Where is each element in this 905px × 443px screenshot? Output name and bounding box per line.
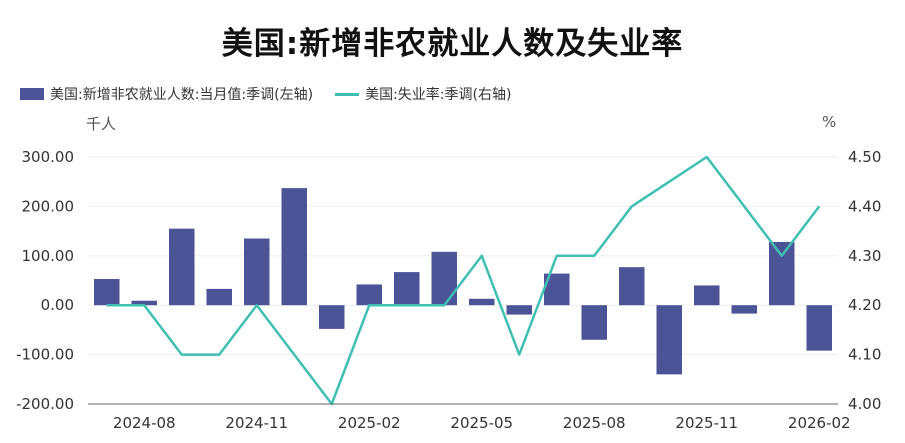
x-tick-label: 2025-02 xyxy=(338,414,401,432)
left-axis-unit: 千人 xyxy=(86,115,117,133)
bar xyxy=(694,285,720,306)
x-tick-label: 2025-11 xyxy=(675,414,738,432)
right-tick-label: 4.50 xyxy=(848,148,881,166)
left-tick-label: 200.00 xyxy=(22,197,75,215)
bar xyxy=(731,305,757,314)
bar xyxy=(469,298,495,306)
legend-label-payrolls: 美国:新增非农就业人数:当月值:季调(左轴) xyxy=(50,87,314,103)
legend-label-unemployment: 美国:失业率:季调(右轴) xyxy=(365,87,512,103)
right-tick-label: 4.10 xyxy=(848,346,881,364)
right-tick-label: 4.40 xyxy=(848,197,881,215)
bar xyxy=(769,241,795,306)
right-axis-unit: % xyxy=(822,113,837,131)
bar xyxy=(394,272,420,306)
left-tick-label: -200.00 xyxy=(16,395,74,413)
bar xyxy=(131,300,157,306)
bar xyxy=(356,284,382,306)
unemployment-line xyxy=(106,155,821,406)
legend-bar-swatch xyxy=(20,88,44,100)
bar xyxy=(281,188,307,306)
right-tick-label: 4.00 xyxy=(848,395,881,413)
x-tick-label: 2024-08 xyxy=(113,414,176,432)
legend-item-payrolls[interactable]: 美国:新增非农就业人数:当月值:季调(左轴) xyxy=(20,84,313,104)
right-tick-label: 4.30 xyxy=(848,247,881,265)
x-tick-label: 2025-05 xyxy=(450,414,513,432)
x-tick-label: 2026-02 xyxy=(788,414,851,432)
left-tick-label: 0.00 xyxy=(41,296,74,314)
x-tick-label: 2025-08 xyxy=(563,414,626,432)
chart-title: 美国:新增非农就业人数及失业率 xyxy=(221,26,684,62)
bar xyxy=(94,279,120,306)
bar xyxy=(656,305,682,375)
bar xyxy=(169,228,195,306)
x-tick-label: 2024-11 xyxy=(225,414,288,432)
left-tick-label: 300.00 xyxy=(22,148,75,166)
bar xyxy=(206,288,232,306)
bar xyxy=(806,305,832,351)
legend-item-unemployment[interactable]: 美国:失业率:季调(右轴) xyxy=(335,84,511,104)
bar xyxy=(431,251,457,306)
bar xyxy=(581,305,607,340)
left-tick-label: -100.00 xyxy=(16,346,74,364)
bar xyxy=(619,267,645,306)
bar xyxy=(506,305,532,315)
bar xyxy=(319,305,345,329)
right-tick-label: 4.20 xyxy=(848,296,881,314)
legend: 美国:新增非农就业人数:当月值:季调(左轴) 美国:失业率:季调(右轴) xyxy=(20,84,533,104)
legend-line-swatch xyxy=(335,92,360,96)
bar xyxy=(244,238,270,306)
left-tick-label: 100.00 xyxy=(22,247,75,265)
